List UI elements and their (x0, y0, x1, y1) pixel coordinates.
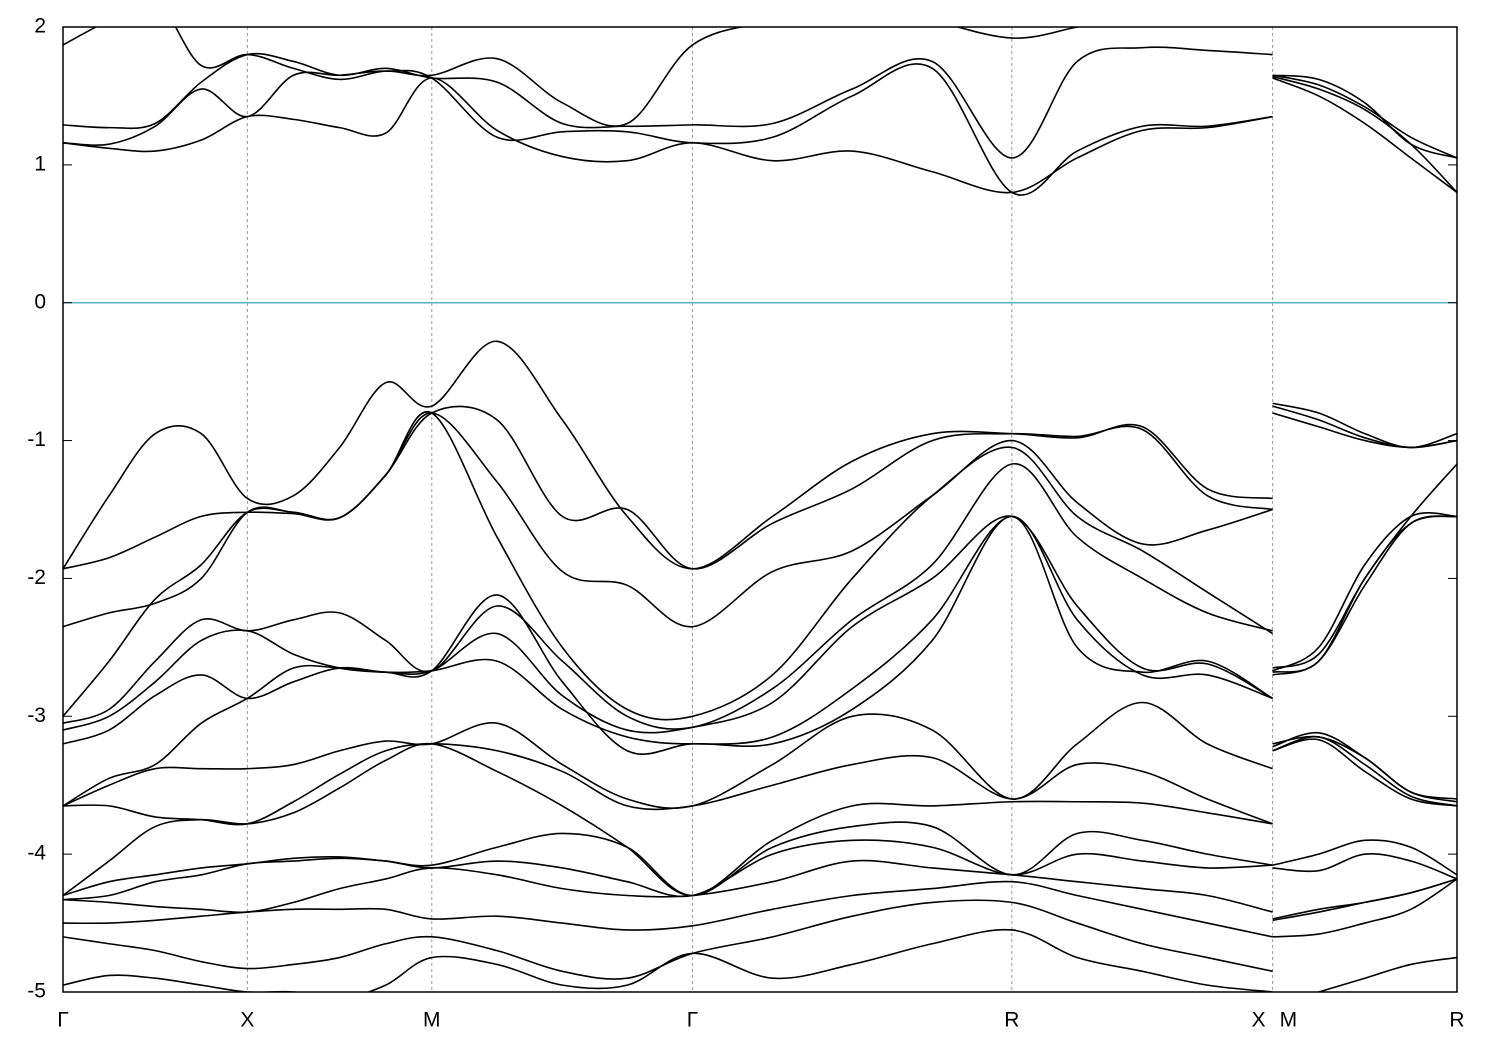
band-line (63, 405, 1457, 570)
band-line (63, 928, 1457, 992)
y-tick-label: 0 (34, 290, 46, 313)
x-tick-label: X (240, 1009, 254, 1032)
band-line (63, 46, 1457, 159)
y-tick-label: 1 (34, 152, 46, 175)
band-line (63, 821, 1457, 897)
band-line (63, 701, 1457, 809)
x-tick-label: X (1252, 1009, 1266, 1032)
band-line (63, 340, 1457, 570)
y-tick-label: -4 (27, 842, 46, 865)
x-tick-label: M (1280, 1009, 1298, 1032)
band-line (63, 738, 1457, 897)
x-tick-label: Γ (687, 1009, 699, 1032)
band-line (63, 878, 1457, 938)
band-line (63, 839, 1457, 901)
bands-layer (63, 27, 1457, 992)
x-tick-label: Γ (57, 1009, 69, 1032)
y-tick-label: -2 (27, 566, 46, 589)
band-line (63, 736, 1457, 826)
x-tick-label: R (1004, 1009, 1019, 1032)
band-line (63, 878, 1457, 980)
band-line (63, 463, 1457, 730)
band-line (63, 515, 1457, 745)
band-line (63, 410, 1457, 721)
y-tick-label: -3 (27, 704, 46, 727)
band-line (63, 63, 1457, 196)
x-tick-label: R (1449, 1009, 1464, 1032)
grid-layer (246, 27, 1274, 992)
band-line (63, 515, 1457, 807)
y-tick-label: -5 (27, 980, 46, 1003)
y-tick-label: 2 (34, 15, 46, 38)
y-tick-label: -1 (27, 428, 46, 451)
band-line (63, 27, 1457, 159)
plot-frame (62, 26, 1458, 993)
band-line (63, 77, 1457, 194)
band-line (63, 412, 1457, 628)
x-tick-label: M (423, 1009, 441, 1032)
